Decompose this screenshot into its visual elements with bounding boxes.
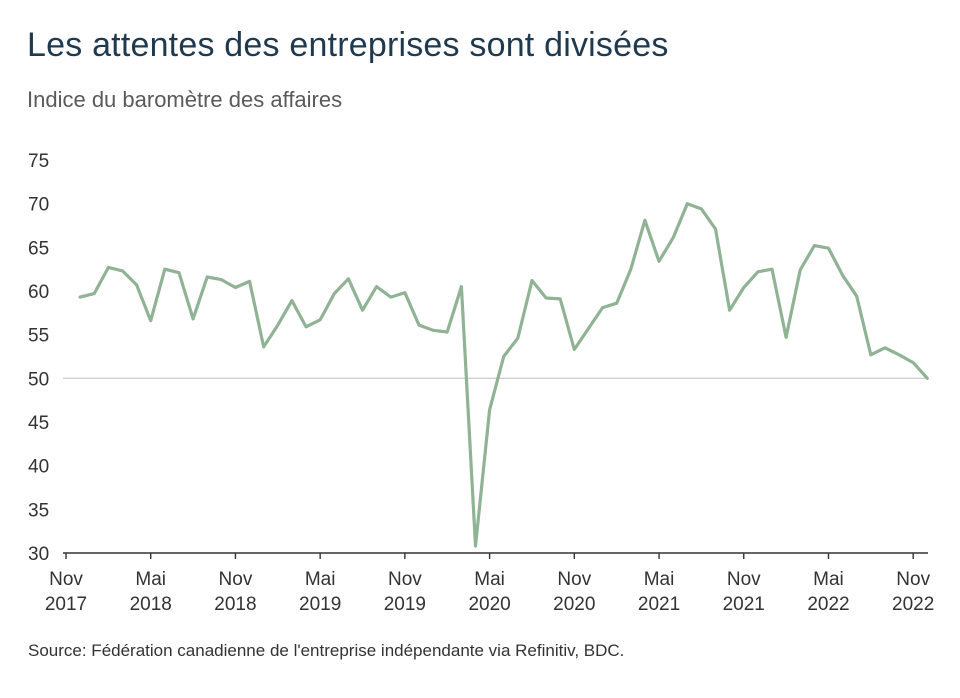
chart-subtitle: Indice du baromètre des affaires xyxy=(27,87,343,112)
y-tick-label: 65 xyxy=(28,238,49,259)
x-tick-label-month: Nov xyxy=(49,569,83,590)
x-tick-label-month: Nov xyxy=(896,569,930,590)
x-tick-label-year: 2020 xyxy=(553,594,595,615)
x-tick-label-month: Mai xyxy=(644,569,675,590)
y-tick-label: 75 xyxy=(28,151,49,172)
x-tick-label-month: Mai xyxy=(305,569,336,590)
x-tick-label-year: 2019 xyxy=(384,594,426,615)
x-tick-label-year: 2022 xyxy=(807,594,849,615)
y-tick-label: 30 xyxy=(28,544,49,565)
y-tick-label: 60 xyxy=(28,282,49,303)
x-tick-label-year: 2021 xyxy=(638,594,680,615)
chart-title: Les attentes des entreprises sont divisé… xyxy=(27,26,669,64)
y-axis: 30 35 40 45 50 55 60 65 70 75 xyxy=(28,151,49,565)
x-tick-label-month: Nov xyxy=(219,569,253,590)
x-tick-label-year: 2022 xyxy=(892,594,934,615)
series-line xyxy=(78,202,929,548)
y-tick-label: 45 xyxy=(28,413,49,434)
x-tick-label-month: Mai xyxy=(135,569,166,590)
x-tick-label-month: Nov xyxy=(388,569,422,590)
x-axis: Nov 2017 Mai 2018 Nov 2018 Mai 2019 Nov 2019 Mai 20… xyxy=(45,553,934,615)
x-tick-label-month: Nov xyxy=(727,569,761,590)
y-tick-label: 50 xyxy=(28,369,49,390)
x-tick-label-month: Mai xyxy=(813,569,844,590)
y-tick-label: 70 xyxy=(28,195,49,216)
x-tick-label-year: 2018 xyxy=(214,594,256,615)
y-tick-label: 55 xyxy=(28,326,49,347)
x-tick-label-month: Nov xyxy=(557,569,591,590)
x-tick-label-year: 2018 xyxy=(130,594,172,615)
y-tick-label: 35 xyxy=(28,500,49,521)
x-tick-label-year: 2019 xyxy=(299,594,341,615)
x-tick-label-year: 2020 xyxy=(468,594,510,615)
x-tick-label-month: Mai xyxy=(474,569,505,590)
x-tick-label-year: 2017 xyxy=(45,594,87,615)
y-tick-label: 40 xyxy=(28,457,49,478)
series-group xyxy=(78,202,929,548)
x-tick-label-year: 2021 xyxy=(723,594,765,615)
source-note: Source: Fédération canadienne de l'entre… xyxy=(28,641,625,660)
